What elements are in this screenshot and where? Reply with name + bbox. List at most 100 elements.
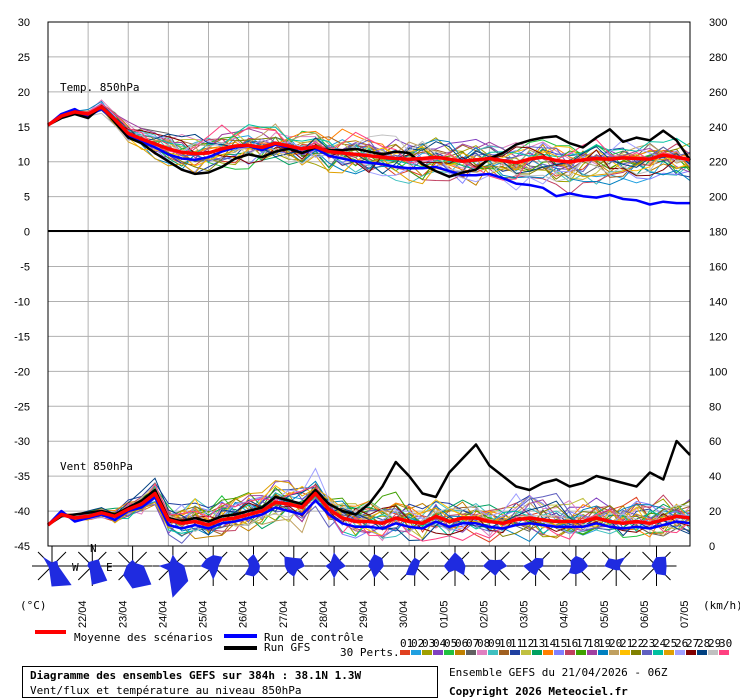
chart-title-box: Diagramme des ensembles GEFS sur 384h : … — [22, 666, 438, 698]
pert-color-swatch — [477, 650, 487, 655]
wind-rose-shape — [158, 554, 189, 598]
pert-color-swatch — [708, 650, 718, 655]
perturbation-legend: 0102030405060708091011121314151617181920… — [400, 637, 732, 655]
perturbation-temperature-line — [47, 107, 691, 185]
x-tick-label: 27/04 — [278, 600, 290, 628]
run-info: Ensemble GEFS du 21/04/2026 - 06Z — [449, 666, 668, 679]
pert-number-label: 06 — [455, 637, 468, 650]
left-tick-label: 15 — [18, 122, 30, 134]
temperature-panel-label: Temp. 850hPa — [60, 81, 139, 94]
left-tick-label: 10 — [18, 157, 30, 169]
pert-color-swatch — [455, 650, 465, 655]
left-tick-label: -25 — [14, 401, 30, 413]
legend-gfs-label: Run GFS — [264, 641, 310, 654]
x-tick-label: 30/04 — [398, 600, 410, 628]
pert-number-label: 16 — [565, 637, 578, 650]
pert-color-swatch — [653, 650, 663, 655]
pert-color-swatch — [521, 650, 531, 655]
wind-rose — [515, 546, 556, 586]
pert-color-swatch — [488, 650, 498, 655]
right-tick-label: 280 — [709, 52, 727, 64]
wind-rose — [555, 546, 596, 586]
x-tick-label: 06/05 — [639, 600, 651, 628]
panel-frames — [47, 21, 691, 547]
pert-color-swatch — [543, 650, 553, 655]
x-tick-label: 02/05 — [478, 600, 490, 628]
left-tick-label: -5 — [20, 262, 30, 274]
wind-rose-shape — [284, 556, 305, 577]
pert-number-label: 22 — [631, 637, 644, 650]
pert-number-label: 13 — [532, 637, 545, 650]
x-tick-label: 07/05 — [679, 600, 691, 628]
x-tick-label: 22/04 — [77, 600, 89, 628]
pert-number-label: 15 — [554, 637, 567, 650]
wind-rose-shape — [325, 552, 346, 579]
right-tick-label: 260 — [709, 87, 727, 99]
right-tick-label: 120 — [709, 331, 727, 343]
chart-title: Diagramme des ensembles GEFS sur 384h : … — [30, 669, 362, 682]
compass-north-label: N — [90, 542, 97, 555]
perturbation-wind-line — [47, 495, 691, 539]
pert-color-swatch — [631, 650, 641, 655]
pert-number-label: 17 — [576, 637, 589, 650]
pert-number-label: 19 — [598, 637, 611, 650]
pert-number-label: 03 — [422, 637, 435, 650]
pert-number-label: 12 — [521, 637, 534, 650]
pert-color-swatch — [532, 650, 542, 655]
wind-rose-shape — [42, 556, 72, 587]
left-tick-label: 20 — [18, 87, 30, 99]
wind-rose — [435, 546, 475, 586]
pert-color-swatch — [400, 650, 410, 655]
pert-color-swatch — [642, 650, 652, 655]
right-unit-label: (km/h) — [703, 599, 740, 612]
left-unit-label: (°C) — [20, 599, 47, 612]
pert-number-label: 14 — [543, 637, 557, 650]
left-tick-label: -20 — [14, 366, 30, 378]
pert-number-label: 27 — [686, 637, 699, 650]
wind-rose — [152, 546, 193, 598]
pert-number-label: 09 — [488, 637, 501, 650]
pert-color-swatch — [433, 650, 443, 655]
temperature-moyenne-des-sc-nariosline — [47, 105, 691, 165]
perturbation-temperature-line — [47, 107, 691, 177]
legend-mean-label: Moyenne des scénarios — [74, 631, 213, 644]
wind-run-gfsline — [47, 439, 691, 527]
x-tick-label: 23/04 — [117, 600, 129, 628]
wind-rose-shape — [87, 559, 108, 585]
pert-number-label: 04 — [433, 637, 447, 650]
wind-rose-shape — [604, 557, 626, 571]
legend-control-label: Run de contrôle — [264, 631, 363, 644]
wind-roses — [32, 546, 677, 598]
wind-rose-shape — [368, 554, 384, 579]
left-tick-label: -45 — [14, 541, 30, 553]
right-tick-label: 300 — [709, 17, 727, 29]
wind-rose-shape — [523, 557, 544, 576]
right-tick-label: 0 — [709, 541, 715, 553]
wind-rose — [233, 546, 274, 586]
wind-rose-shape — [405, 557, 421, 576]
wind-panel-label: Vent 850hPa — [60, 460, 133, 473]
pert-color-swatch — [554, 650, 564, 655]
x-tick-label: 29/04 — [358, 600, 370, 628]
pert-number-label: 07 — [466, 637, 479, 650]
wind-rose-shape — [482, 559, 508, 576]
x-tick-label: 28/04 — [318, 600, 330, 628]
pert-color-swatch — [609, 650, 619, 655]
wind-rose — [273, 546, 314, 586]
wind-rose — [636, 546, 677, 586]
right-tick-label: 180 — [709, 227, 727, 239]
pert-color-swatch — [664, 650, 674, 655]
left-tick-label: -40 — [14, 506, 30, 518]
wind-rose — [112, 546, 153, 589]
wind-rose — [475, 546, 516, 586]
left-tick-label: -10 — [14, 296, 30, 308]
x-tick-label: 04/05 — [559, 600, 571, 628]
perturbation-wind-line — [47, 486, 691, 538]
pert-number-label: 25 — [664, 637, 677, 650]
right-tick-label: 100 — [709, 366, 727, 378]
pert-number-label: 23 — [642, 637, 655, 650]
x-tick-label: 01/05 — [438, 600, 450, 628]
wind-rose-shape — [443, 552, 466, 576]
temperature-run-gfsline — [47, 105, 692, 178]
